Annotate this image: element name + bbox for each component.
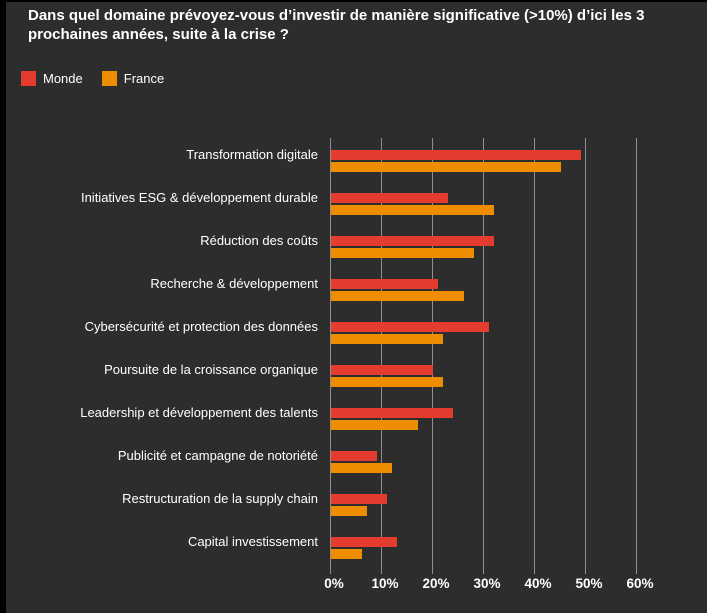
category-label: Cybersécurité et protection des données xyxy=(84,319,318,334)
bar-row: Réduction des coûts xyxy=(0,224,707,267)
bar-france xyxy=(331,377,444,387)
bar-monde xyxy=(331,150,581,160)
category-label: Poursuite de la croissance organique xyxy=(104,362,318,377)
bar-row: Recherche & développement xyxy=(0,267,707,310)
category-label: Capital investissement xyxy=(187,534,318,549)
bar-france xyxy=(331,205,495,215)
france-color-swatch-icon xyxy=(101,71,117,86)
legend-item-france: France xyxy=(101,71,165,86)
bar-france xyxy=(331,248,474,258)
bar-france xyxy=(331,334,444,344)
x-axis-label: 20% xyxy=(422,576,450,591)
legend-item-monde: Monde xyxy=(21,71,83,86)
bar-row: Transformation digitale xyxy=(0,138,707,181)
bar-row: Publicité et campagne de notoriété xyxy=(0,439,707,482)
bar-monde xyxy=(331,322,490,332)
monde-color-swatch-icon xyxy=(21,71,36,86)
x-axis-labels: 0% 10% 20% 30% 40% 50% 60% xyxy=(0,576,707,594)
bar-row: Poursuite de la croissance organique xyxy=(0,353,707,396)
bar-monde xyxy=(331,408,454,418)
bar-row: Restructuration de la supply chain xyxy=(0,482,707,525)
bar-france xyxy=(331,463,393,473)
category-label: Restructuration de la supply chain xyxy=(122,491,318,506)
bar-monde xyxy=(331,236,495,246)
legend-label-france: France xyxy=(123,71,165,86)
bar-monde xyxy=(331,537,398,547)
category-label: Initiatives ESG & développement durable xyxy=(80,190,318,205)
bar-france xyxy=(331,506,367,516)
x-axis-label: 40% xyxy=(524,576,552,591)
rows: Transformation digitale Initiatives ESG &… xyxy=(0,138,707,568)
chart-legend: Monde France xyxy=(21,71,164,86)
category-label: Leadership et développement des talents xyxy=(80,405,318,420)
x-axis-label: 0% xyxy=(324,576,344,591)
bar-monde xyxy=(331,193,449,203)
bar-row: Leadership et développement des talents xyxy=(0,396,707,439)
bar-row: Capital investissement xyxy=(0,525,707,568)
bar-row: Initiatives ESG & développement durable xyxy=(0,181,707,224)
bar-france xyxy=(331,549,362,559)
left-frame-strip xyxy=(0,0,6,613)
bar-monde xyxy=(331,365,433,375)
category-label: Recherche & développement xyxy=(150,276,318,291)
chart-title: Dans quel domaine prévoyez-vous d’invest… xyxy=(28,7,645,43)
x-axis-label: 10% xyxy=(371,576,399,591)
x-axis-label: 60% xyxy=(626,576,654,591)
x-axis-label: 30% xyxy=(473,576,501,591)
x-axis-label: 50% xyxy=(575,576,603,591)
bar-chart: Transformation digitale Initiatives ESG &… xyxy=(0,138,707,598)
bar-monde xyxy=(331,494,388,504)
x-axis-ticks xyxy=(330,568,638,574)
bar-monde xyxy=(331,279,439,289)
bar-france xyxy=(331,420,418,430)
legend-label-monde: Monde xyxy=(43,71,83,86)
top-frame-strip xyxy=(0,0,707,2)
category-label: Publicité et campagne de notoriété xyxy=(117,448,318,463)
bar-monde xyxy=(331,451,377,461)
bar-france xyxy=(331,291,464,301)
bar-france xyxy=(331,162,561,172)
bar-row: Cybersécurité et protection des données xyxy=(0,310,707,353)
category-label: Transformation digitale xyxy=(186,147,318,162)
category-label: Réduction des coûts xyxy=(200,233,318,248)
